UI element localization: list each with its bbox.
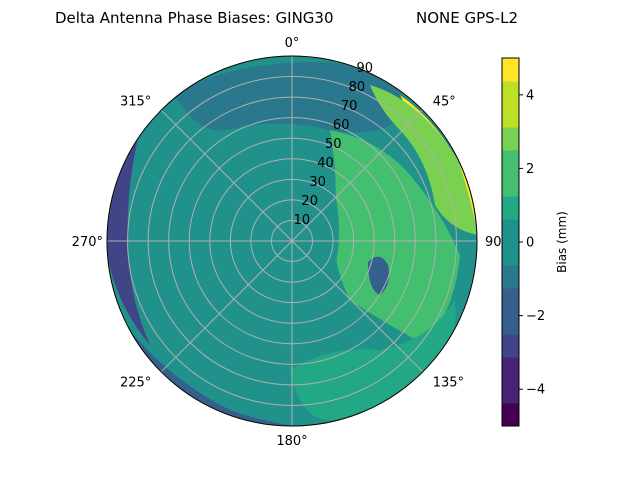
colorbar-band: [502, 219, 519, 243]
radial-tick-labels: 10 20 30 40 50 60 70 80 90: [294, 61, 373, 228]
angular-tick-label: 315°: [120, 94, 151, 109]
colorbar-band: [502, 127, 519, 151]
radial-tick-label: 80: [349, 80, 366, 95]
angular-tick-label: 225°: [120, 376, 151, 391]
colorbar-band: [502, 196, 519, 220]
colorbar-label: Bias (mm): [555, 211, 569, 273]
bias-region-center-ring: [181, 149, 339, 338]
angular-tick-label: 135°: [433, 376, 464, 391]
radial-tick-label: 50: [325, 137, 342, 152]
radial-tick-label: 60: [333, 118, 350, 133]
colorbar: −4 −2 0 2 4: [501, 57, 545, 427]
polar-grid: [106, 55, 478, 427]
colorbar-band: [502, 311, 519, 335]
bias-region-east-dip: [368, 256, 389, 295]
radial-tick-label: 20: [301, 194, 318, 209]
angular-gridline: [160, 109, 293, 242]
chart-subtitle: NONE GPS-L2: [416, 9, 518, 27]
colorbar-band: [502, 403, 519, 427]
colorbar-tick-label: 0: [526, 236, 534, 251]
colorbar-band: [502, 357, 519, 381]
colorbar-band: [502, 104, 519, 128]
radial-tick-label: 90: [357, 61, 374, 76]
bias-field: [107, 56, 477, 426]
colorbar-band: [502, 380, 519, 404]
colorbar-band: [502, 58, 519, 82]
colorbar-tick-label: −2: [526, 309, 545, 324]
colorbar-band: [502, 334, 519, 358]
colorbar-band: [502, 150, 519, 174]
angular-gridline: [160, 240, 293, 373]
chart-title: Delta Antenna Phase Biases: GING30: [55, 9, 334, 27]
colorbar-band: [502, 288, 519, 312]
radial-tick-label: 10: [294, 213, 311, 228]
angular-gridline: [291, 240, 424, 373]
colorbar-band: [502, 173, 519, 197]
radial-tick-label: 40: [317, 156, 334, 171]
angular-tick-label: 0°: [285, 36, 300, 51]
colorbar-tick-label: −4: [526, 383, 545, 398]
colorbar-band: [502, 81, 519, 105]
radial-tick-label: 30: [309, 175, 326, 190]
colorbar-band: [502, 242, 519, 266]
colorbar-band: [502, 265, 519, 289]
angular-gridline: [291, 109, 424, 242]
radial-tick-label: 70: [341, 99, 358, 114]
colorbar-tick-label: 4: [526, 88, 534, 103]
polar-frame: [106, 55, 478, 427]
angular-tick-label: 270°: [72, 235, 103, 250]
colorbar-tick-label: 2: [526, 162, 534, 177]
angular-tick-label: 180°: [276, 434, 307, 449]
angular-tick-label: 45°: [433, 94, 456, 109]
